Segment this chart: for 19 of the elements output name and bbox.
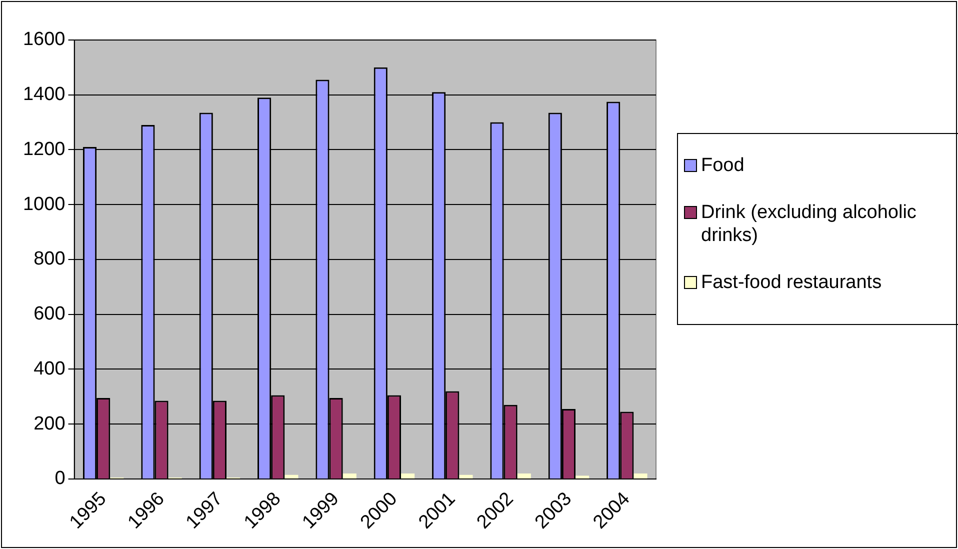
y-tick-label: 1600 xyxy=(22,29,66,50)
y-tick-label: 1000 xyxy=(22,194,66,215)
y-tick-label: 800 xyxy=(34,248,66,270)
bar xyxy=(284,474,298,478)
y-tick-label: 1200 xyxy=(22,138,66,160)
y-tick-label: 1400 xyxy=(22,84,66,106)
bar xyxy=(459,474,473,478)
legend-label: Drink (excluding alcoholic drinks) xyxy=(701,201,918,247)
bar xyxy=(517,474,531,478)
y-tick-label: 200 xyxy=(34,413,66,434)
legend-label: Food xyxy=(701,154,746,177)
legend-label: Fast-food restaurants xyxy=(701,271,883,294)
bar xyxy=(634,474,648,478)
bar xyxy=(342,474,356,478)
y-tick-label: 600 xyxy=(34,304,66,325)
y-tick-label: 0 xyxy=(54,468,66,490)
y-tick-label: 400 xyxy=(34,358,66,380)
bar xyxy=(401,474,415,478)
bar xyxy=(576,476,590,478)
